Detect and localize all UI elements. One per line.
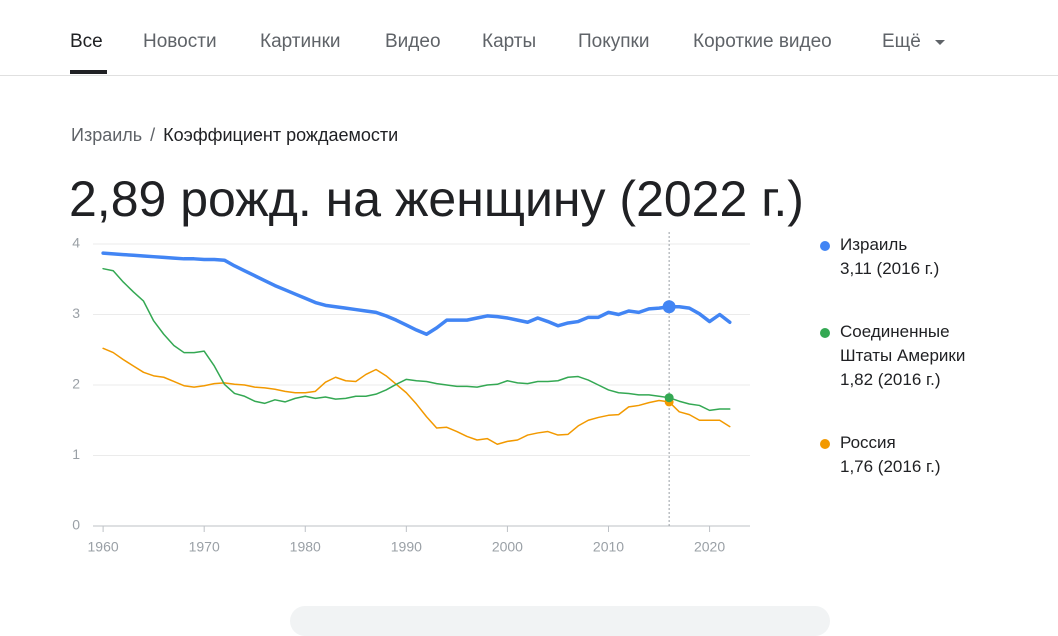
x-tick-label: 1990 [391,539,422,555]
tab[interactable]: Короткие видео [693,31,832,52]
breadcrumb: Израиль / Коэффициент рождаемости [71,125,398,146]
y-tick-label: 0 [72,517,80,533]
tab[interactable]: Картинки [260,31,341,52]
breadcrumb-separator: / [150,125,156,145]
headline: 2,89 рожд. на женщину (2022 г.) [69,171,804,227]
series-line [102,267,731,412]
x-tick-label: 2010 [593,539,624,555]
legend-dot [820,328,830,338]
legend-item: Россия 1,76 (2016 г.) [820,431,990,479]
legend-dot [820,439,830,449]
chart: 0 1 2 3 4 1960 1970 1980 1990 2000 2010 2020 [72,232,750,555]
tab-bar: Все Новости Картинки Видео Карты Покупки Корот… [0,0,1058,76]
breadcrumb-current: Коэффициент рождаемости [163,125,399,145]
breadcrumb-link[interactable]: Израиль [71,125,143,145]
legend-text: Израиль 3,11 (2016 г.) [840,233,990,281]
legend-name: Израиль [840,235,908,254]
legend-text: Соединенные Штаты Америки 1,82 (2016 г.) [840,320,990,392]
x-tick-label: 2000 [492,539,523,555]
highlight-dot [664,393,674,403]
legend-name: Соединенные Штаты Америки [840,322,966,365]
y-tick-label: 1 [72,446,80,462]
legend-value: 1,76 (2016 г.) [840,457,941,476]
legend-item: Соединенные Штаты Америки 1,82 (2016 г.) [820,320,990,392]
legend-value: 1,82 (2016 г.) [840,370,941,389]
bottom-pill [290,606,830,636]
tab[interactable]: Ещё [882,31,921,52]
tab[interactable]: Видео [385,31,441,52]
legend-name: Россия [840,433,896,452]
tab[interactable]: Покупки [578,31,650,52]
x-tick-label: 1980 [290,539,321,555]
series-line [101,251,732,336]
tab[interactable]: Новости [143,31,217,52]
y-tick-label: 2 [72,376,80,392]
highlight-dot [662,300,676,314]
dropdown-arrow [935,40,945,45]
y-tick-label: 4 [72,235,80,251]
x-tick-label: 1960 [88,539,119,555]
legend-value: 3,11 (2016 г.) [840,259,940,278]
y-tick-label: 3 [72,305,80,321]
tab[interactable]: Карты [482,31,537,52]
x-tick-label: 1970 [189,539,220,555]
x-tick-label: 2020 [694,539,725,555]
legend-dot [820,241,830,251]
legend-item: Израиль 3,11 (2016 г.) [820,233,990,281]
series-line [102,347,731,445]
active-tab-indicator [70,70,107,74]
legend-text: Россия 1,76 (2016 г.) [840,431,990,479]
tab[interactable]: Все [70,31,103,52]
